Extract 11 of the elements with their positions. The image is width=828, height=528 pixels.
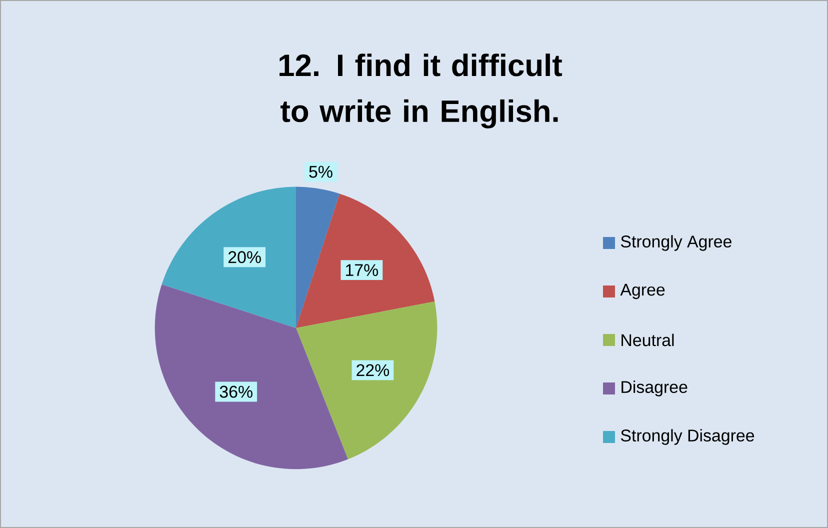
legend-label: Neutral xyxy=(622,334,674,346)
chart-title: 12. I find it difficult to write in English. xyxy=(280,54,562,128)
legend-label: Strongly Disagree xyxy=(620,429,754,445)
legend-label: Strongly Agree xyxy=(620,235,732,251)
legend-label: Disagree xyxy=(622,380,688,396)
legend-label: Agree xyxy=(620,284,665,300)
data-label: 20% xyxy=(228,251,261,264)
data-label: 22% xyxy=(356,364,390,376)
data-label: 5% xyxy=(309,166,332,178)
data-label: 17% xyxy=(346,264,378,276)
data-label: 36% xyxy=(220,386,252,398)
